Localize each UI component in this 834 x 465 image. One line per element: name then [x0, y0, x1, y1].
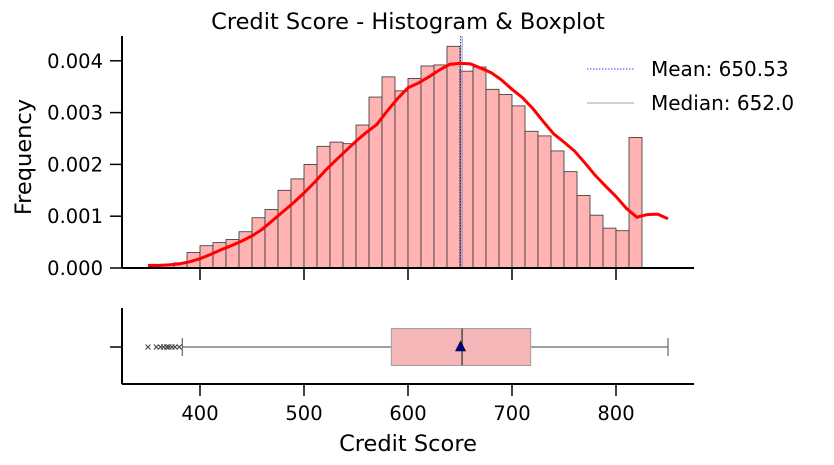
histogram-bar — [446, 45, 461, 269]
histogram-bar — [212, 242, 227, 269]
histogram-bar — [342, 143, 357, 269]
histogram-bar — [277, 189, 292, 269]
hist-x-ticks — [199, 268, 617, 280]
histogram-bar — [498, 94, 513, 269]
x-axis-label: Credit Score — [339, 431, 477, 457]
y-tick-label: 0.001 — [47, 205, 103, 228]
outlier-point — [172, 344, 178, 350]
reference-lines — [460, 36, 463, 268]
outlier-point — [163, 344, 170, 350]
histogram-bar — [628, 137, 643, 269]
histogram-bar — [485, 88, 500, 269]
histogram-bar — [511, 105, 526, 269]
histogram-bar — [355, 124, 370, 269]
x-tick-label: 700 — [493, 402, 530, 425]
box-x-ticks: 400 500 600 700 800 — [181, 384, 635, 425]
histogram-bars — [147, 45, 643, 269]
histogram-bar — [251, 217, 266, 269]
histogram-bar — [576, 195, 591, 269]
y-tick-label: 0.004 — [47, 50, 103, 73]
chart-title: Credit Score - Histogram & Boxplot — [211, 9, 605, 35]
x-tick-label: 400 — [181, 402, 218, 425]
histogram-bar — [524, 130, 539, 269]
legend: Mean: 650.53 Median: 652.0 — [587, 57, 794, 115]
outlier-point — [176, 344, 183, 350]
outlier-point — [145, 344, 151, 350]
boxplot — [145, 328, 669, 366]
x-tick-label: 600 — [389, 402, 426, 425]
histogram-bar — [602, 227, 617, 269]
y-tick-label: 0.002 — [47, 153, 103, 176]
y-tick-label: 0.003 — [47, 102, 103, 125]
histogram-bar — [563, 171, 578, 269]
histogram-plot: 0.000 0.001 0.002 0.003 0.004 Frequency Mean… — [11, 36, 794, 280]
y-tick-label: 0.000 — [47, 257, 103, 280]
histogram-bar — [420, 65, 435, 269]
y-axis-label: Frequency — [11, 99, 37, 215]
histogram-bar — [550, 150, 565, 269]
kde-line — [148, 61, 669, 267]
outlier-point — [153, 344, 160, 350]
histogram-bar — [537, 135, 552, 269]
histogram-bar — [472, 66, 487, 269]
box-mean-marker — [455, 340, 467, 352]
boxplot-plot: 400 500 600 700 800 Credit Score — [110, 308, 694, 457]
x-tick-label: 500 — [285, 402, 322, 425]
histogram-bar — [589, 214, 604, 269]
y-ticks: 0.000 0.001 0.002 0.003 0.004 — [47, 50, 122, 280]
histogram-bar — [407, 78, 422, 269]
histogram-bar — [290, 178, 305, 269]
histogram-bar — [615, 230, 630, 269]
histogram-bar — [316, 145, 331, 269]
legend-mean-label: Mean: 650.53 — [651, 57, 789, 81]
histogram-bar — [433, 64, 448, 269]
histogram-bar — [394, 90, 409, 269]
x-tick-label: 800 — [597, 402, 634, 425]
legend-median-label: Median: 652.0 — [651, 91, 794, 115]
